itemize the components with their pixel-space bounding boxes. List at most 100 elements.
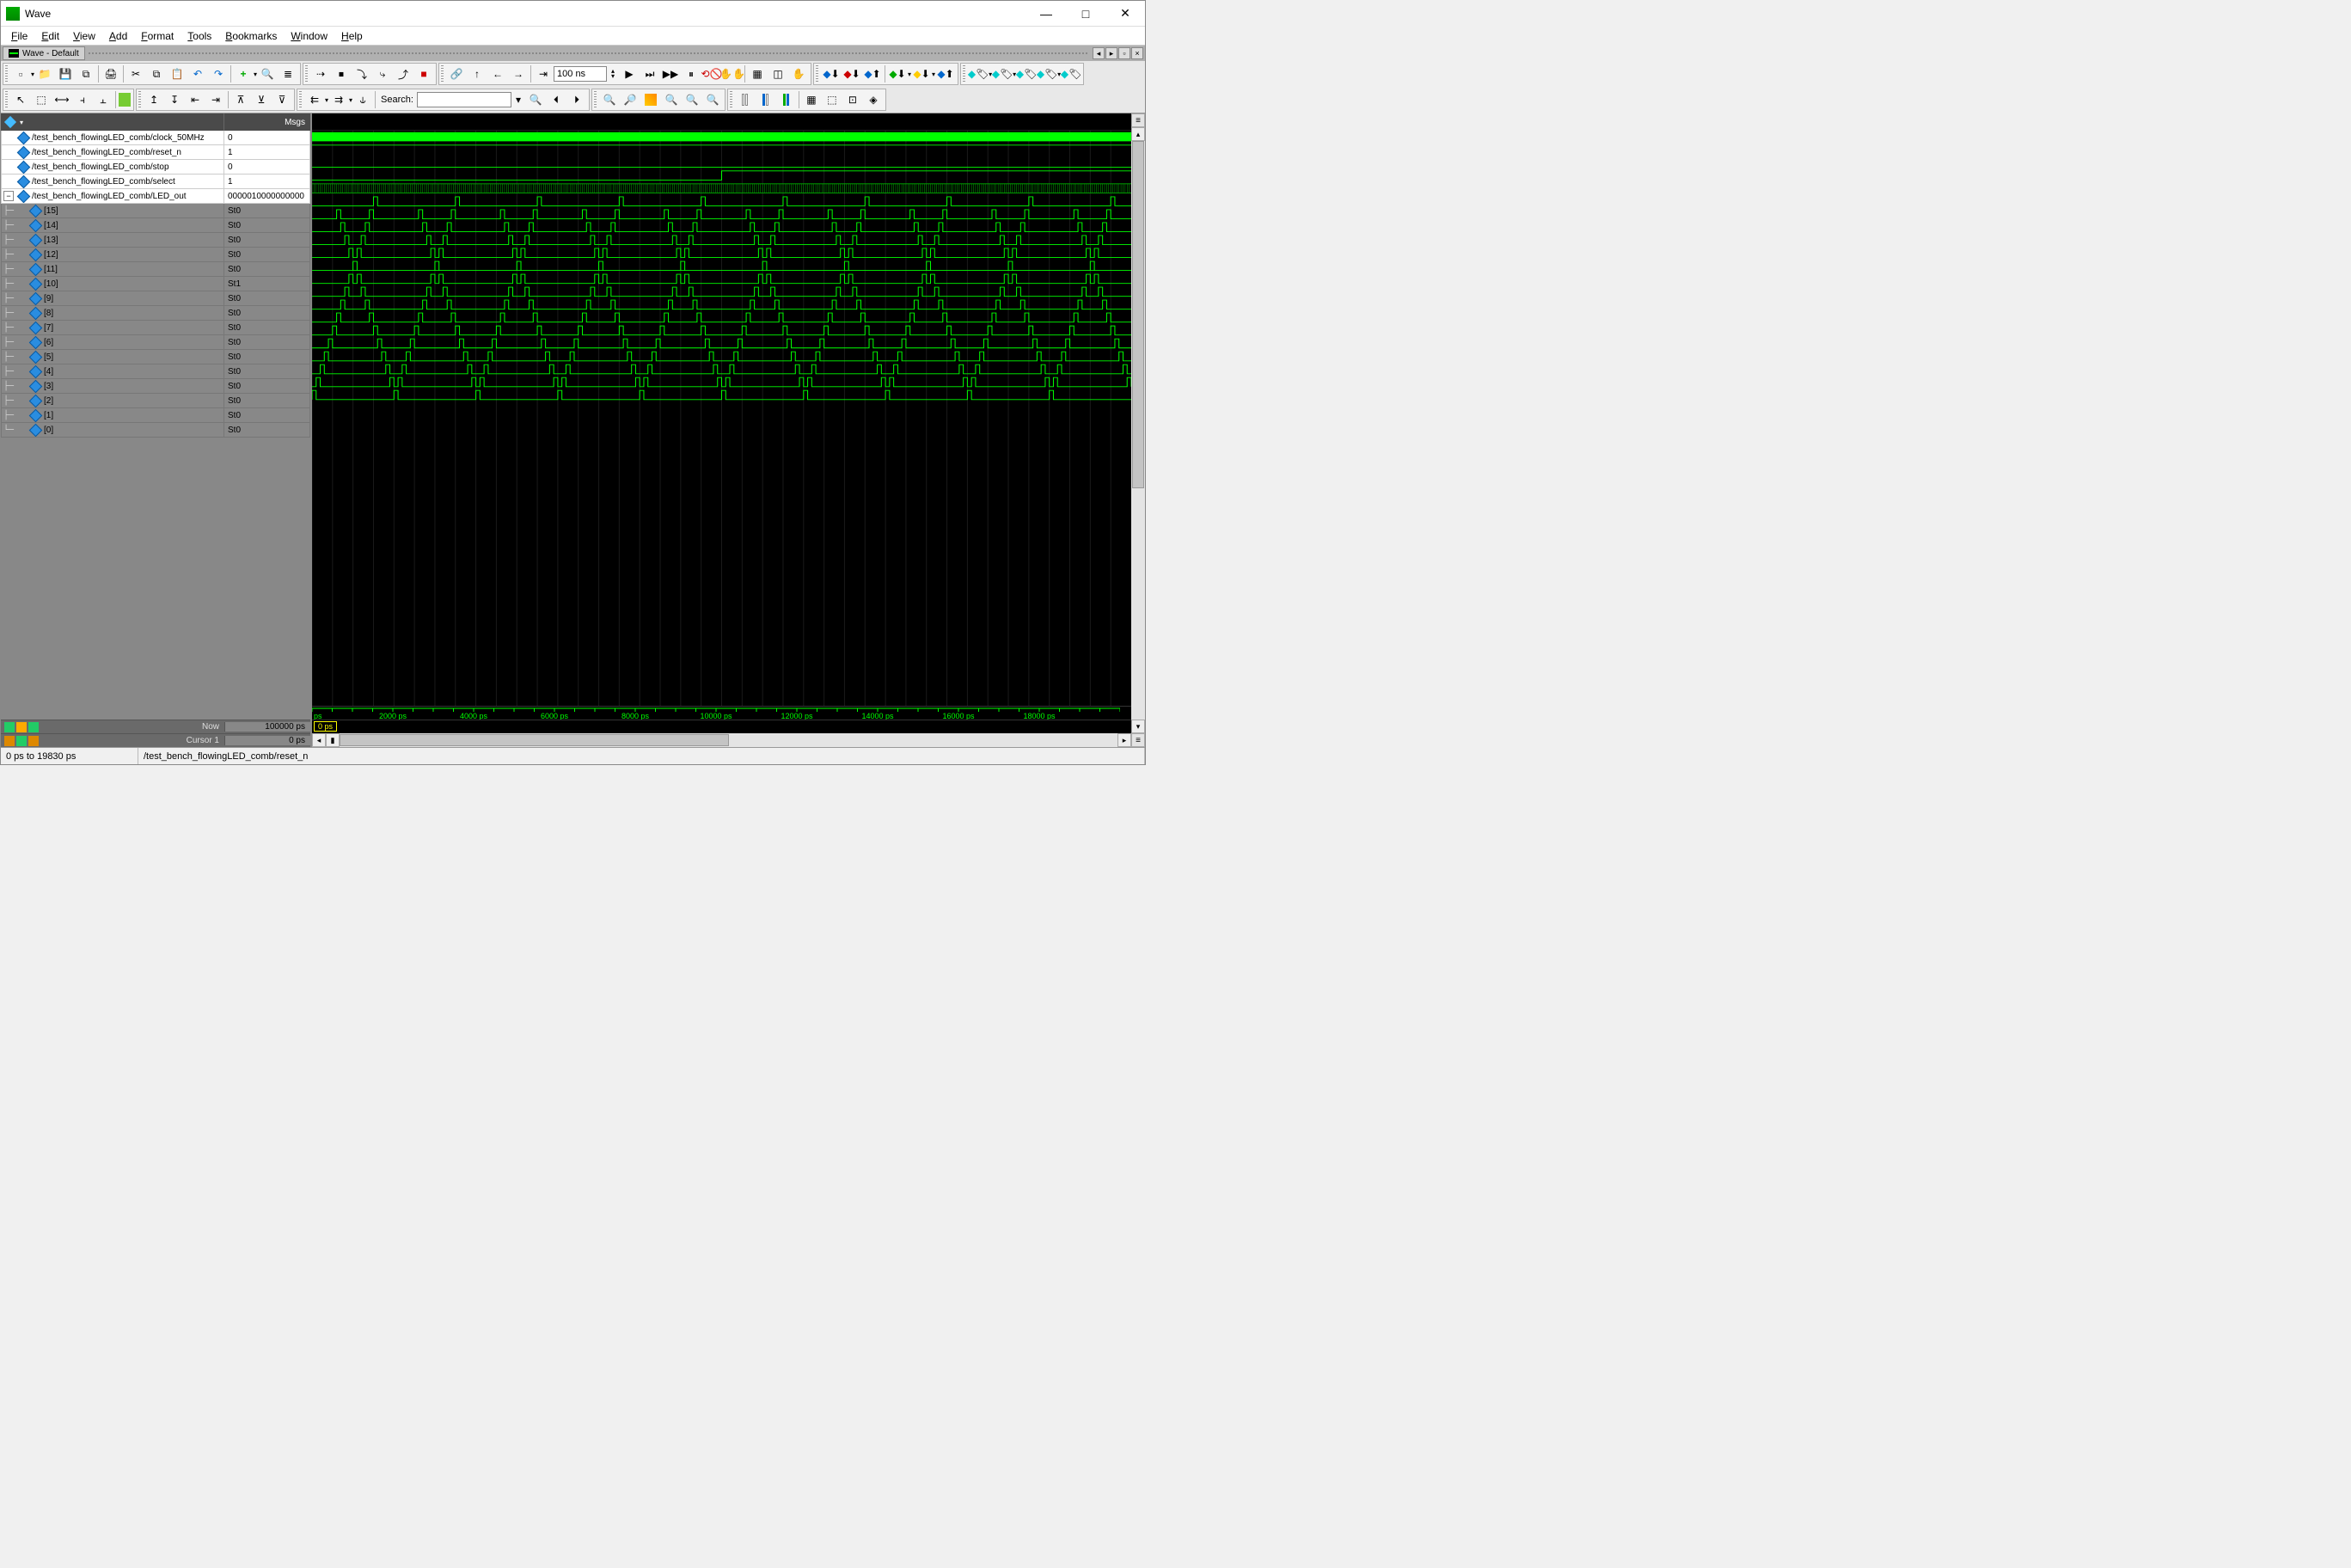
- prev-edge-button[interactable]: ⇇: [305, 90, 324, 109]
- signal-name-row[interactable]: /test_bench_flowingLED_comb/select: [1, 175, 224, 189]
- restart-button[interactable]: 🚫: [702, 64, 721, 83]
- nav-6[interactable]: ⬆: [936, 64, 955, 83]
- continue-button[interactable]: ▶▶: [661, 64, 680, 83]
- zoom-mode-3[interactable]: ⫞: [73, 90, 92, 109]
- link-button[interactable]: 🔗: [447, 64, 466, 83]
- bookmark-2[interactable]: 🏷: [993, 64, 1012, 83]
- search-next[interactable]: ⏵: [567, 90, 586, 109]
- run-button[interactable]: ▶: [620, 64, 639, 83]
- bookmark-5[interactable]: 🏷: [1062, 64, 1081, 83]
- close-button[interactable]: ✕: [1105, 1, 1145, 27]
- edge-1[interactable]: ↥: [144, 90, 163, 109]
- nav-2[interactable]: ⬇: [842, 64, 861, 83]
- signal-name-row[interactable]: /test_bench_flowingLED_comb/stop: [1, 160, 224, 175]
- layout-button-1[interactable]: ▦: [748, 64, 767, 83]
- signal-name-row[interactable]: ├─[3]: [1, 379, 224, 394]
- fmt-5[interactable]: ⬚: [823, 90, 842, 109]
- fmt-6[interactable]: ⊡: [843, 90, 862, 109]
- stop-button[interactable]: [414, 64, 433, 83]
- document-tab[interactable]: Wave - Default: [3, 46, 85, 60]
- zoom-mode-1[interactable]: ⬚: [32, 90, 51, 109]
- search-input[interactable]: [417, 92, 511, 107]
- break-button[interactable]: ⏸: [682, 64, 701, 83]
- search-prev[interactable]: ⏴: [547, 90, 566, 109]
- edge-3[interactable]: ⇤: [186, 90, 205, 109]
- signal-name-row[interactable]: /test_bench_flowingLED_comb/clock_50MHz: [1, 131, 224, 145]
- up-button[interactable]: [468, 64, 487, 83]
- zoom-out-button[interactable]: [621, 90, 640, 109]
- vertical-scrollbar[interactable]: ≡ ▴ ▾ ≡: [1131, 113, 1145, 747]
- edge-7[interactable]: ⊽: [272, 90, 291, 109]
- zoom-mode-4[interactable]: ⫠: [94, 90, 113, 109]
- signal-name-row[interactable]: ├─[6]: [1, 335, 224, 350]
- maximize-button[interactable]: □: [1066, 1, 1105, 27]
- menu-view[interactable]: View: [66, 28, 102, 44]
- nav-3[interactable]: ⬆: [863, 64, 882, 83]
- edge-2[interactable]: ↧: [165, 90, 184, 109]
- signal-name-row[interactable]: ├─[2]: [1, 394, 224, 408]
- zoom-other-button[interactable]: 🔍: [703, 90, 722, 109]
- menu-edit[interactable]: Edit: [34, 28, 66, 44]
- add-button[interactable]: [234, 64, 253, 83]
- menu-window[interactable]: Window: [284, 28, 334, 44]
- signal-name-row[interactable]: ├─[7]: [1, 321, 224, 335]
- signal-name-row[interactable]: └─[0]: [1, 423, 224, 438]
- stop-sim-button[interactable]: ✋: [723, 64, 742, 83]
- split-bottom[interactable]: ≡: [1131, 733, 1145, 747]
- sim-button-1[interactable]: ⇢: [311, 64, 330, 83]
- signal-name-row[interactable]: /test_bench_flowingLED_comb/reset_n: [1, 145, 224, 160]
- expand-toggle[interactable]: −: [3, 191, 14, 201]
- edge-4[interactable]: ⇥: [206, 90, 225, 109]
- step-into-button[interactable]: ⤷: [373, 64, 392, 83]
- signal-name-row[interactable]: ├─[5]: [1, 350, 224, 364]
- break-all-button[interactable]: ⏹: [332, 64, 351, 83]
- waveform-area[interactable]: 2000 ps4000 ps6000 ps8000 ps10000 ps1200…: [312, 113, 1131, 747]
- cursor-tool-button[interactable]: ✋: [789, 64, 808, 83]
- run-length-button[interactable]: ⇥: [534, 64, 553, 83]
- signal-name-row[interactable]: ├─[15]: [1, 204, 224, 218]
- tab-prev-button[interactable]: ◂: [1093, 47, 1105, 59]
- menu-file[interactable]: File: [4, 28, 34, 44]
- next-edge-button[interactable]: ⇉: [329, 90, 348, 109]
- paste-button[interactable]: [168, 64, 187, 83]
- list-button[interactable]: ≣: [279, 64, 297, 83]
- open-button[interactable]: [35, 64, 54, 83]
- save-multi-button[interactable]: ⧉: [77, 64, 95, 83]
- bookmark-1[interactable]: 🏷: [969, 64, 988, 83]
- scroll-down-button[interactable]: ▾: [1131, 720, 1145, 733]
- signal-name-row[interactable]: −/test_bench_flowingLED_comb/LED_out: [1, 189, 224, 204]
- signal-name-row[interactable]: ├─[10]: [1, 277, 224, 291]
- tab-maximize-button[interactable]: ▫: [1118, 47, 1130, 59]
- find-button[interactable]: [258, 64, 277, 83]
- menu-bookmarks[interactable]: Bookmarks: [218, 28, 284, 44]
- edge-6[interactable]: ⊻: [252, 90, 271, 109]
- copy-button[interactable]: [147, 64, 166, 83]
- bookmark-3[interactable]: 🏷: [1017, 64, 1036, 83]
- back-button[interactable]: [488, 64, 507, 83]
- save-button[interactable]: [56, 64, 75, 83]
- menu-help[interactable]: Help: [334, 28, 370, 44]
- scroll-left-button[interactable]: ◂: [312, 733, 326, 747]
- zoom-range-button[interactable]: 🔍: [683, 90, 701, 109]
- fmt-3[interactable]: [777, 90, 796, 109]
- horizontal-scrollbar[interactable]: ◂ ▮ ▸: [312, 733, 1131, 747]
- nav-1[interactable]: ⬇: [822, 64, 841, 83]
- nav-5[interactable]: ⬇: [912, 64, 931, 83]
- signal-name-row[interactable]: ├─[13]: [1, 233, 224, 248]
- signal-name-row[interactable]: ├─[8]: [1, 306, 224, 321]
- layout-button-2[interactable]: ◫: [768, 64, 787, 83]
- signal-name-row[interactable]: ├─[12]: [1, 248, 224, 262]
- tab-close-button[interactable]: ×: [1131, 47, 1143, 59]
- cursor-marker[interactable]: 0 ps: [314, 721, 337, 732]
- select-tool[interactable]: ↖: [11, 90, 30, 109]
- minimize-button[interactable]: —: [1026, 1, 1066, 27]
- zoom-mode-2[interactable]: ⟷: [52, 90, 71, 109]
- run-all-button[interactable]: ⏭: [640, 64, 659, 83]
- zoom-full-button[interactable]: [641, 90, 660, 109]
- menu-format[interactable]: Format: [134, 28, 181, 44]
- forward-button[interactable]: [509, 64, 528, 83]
- scroll-up-button[interactable]: ▴: [1131, 127, 1145, 141]
- scroll-right-button[interactable]: ▸: [1117, 733, 1131, 747]
- nav-4[interactable]: ⬇: [888, 64, 907, 83]
- signal-name-row[interactable]: ├─[4]: [1, 364, 224, 379]
